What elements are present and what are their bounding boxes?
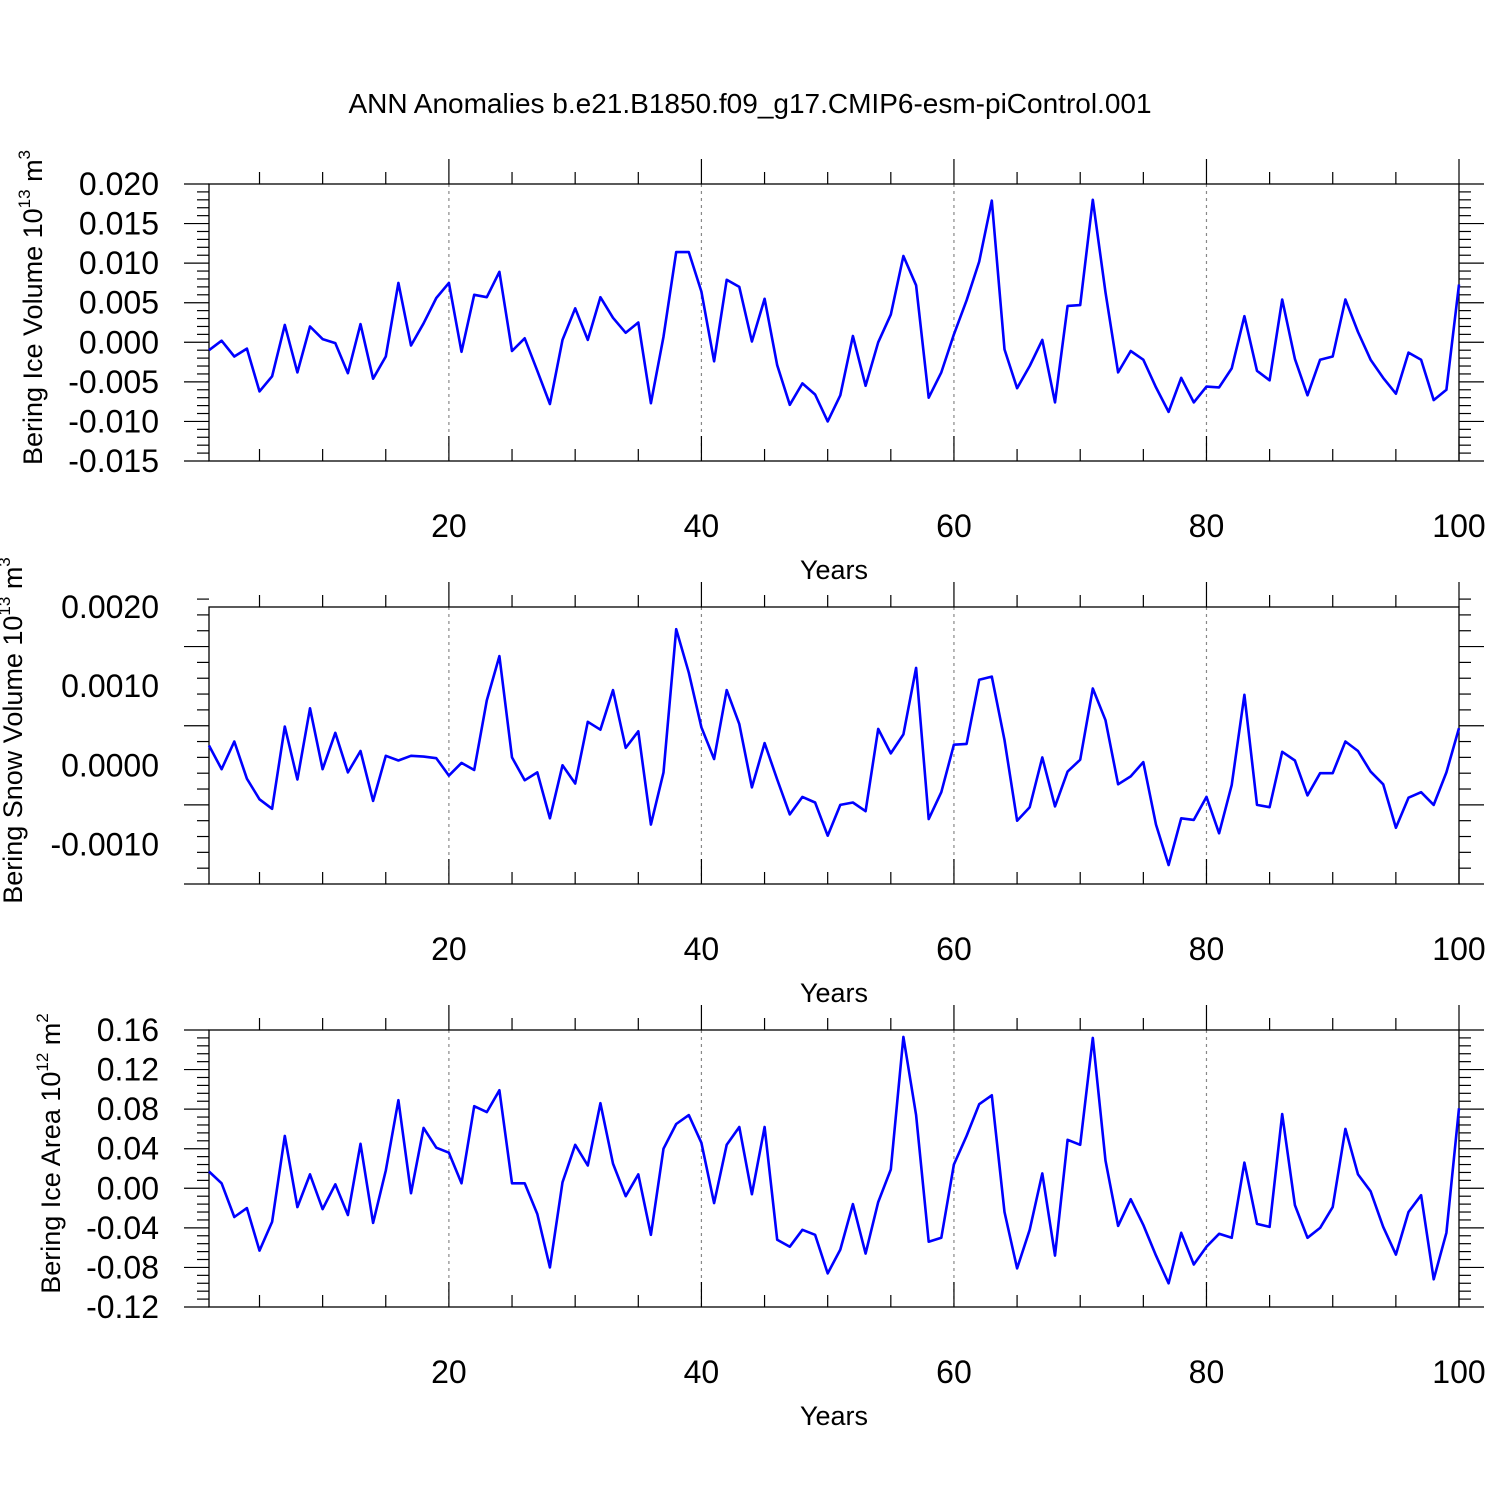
x-tick-label: 20 [431, 931, 467, 967]
y-tick-label: 0.08 [97, 1091, 159, 1127]
x-tick-label: 20 [431, 508, 467, 544]
series-line [207, 627, 1461, 867]
x-tick-label: 100 [1432, 508, 1485, 544]
y-tick-label: 0.000 [79, 324, 159, 360]
y-tick-label: 0.04 [97, 1131, 159, 1167]
x-axis-title: Years [800, 978, 868, 1008]
y-axis-title: Bering Ice Volume 1013 m3 [15, 150, 48, 465]
x-tick-label: 60 [936, 931, 972, 967]
x-tick-label: 80 [1189, 1354, 1225, 1390]
x-axis-title: Years [800, 555, 868, 585]
series-line [208, 1035, 1461, 1285]
y-tick-label: -0.015 [68, 443, 159, 479]
plot-frame [208, 1029, 1460, 1308]
y-tick-label: 0.00 [97, 1170, 159, 1206]
y-tick-label: 0.015 [79, 206, 159, 242]
y-tick-label: 0.0000 [61, 747, 159, 783]
panel-2: 20 40 60 80 100 -0.0010 0.0000 0.0010 0.0020 Year… [0, 557, 1486, 1008]
y-tick-label: -0.005 [68, 364, 159, 400]
y-axis-title: Bering Ice Area 1012 m2 [33, 1013, 66, 1294]
x-tick-label: 60 [936, 1354, 972, 1390]
panel-1: 20 40 60 80 100 -0.015 -0.010-0.005 0.0000.005 0… [15, 150, 1486, 585]
x-tick-label: 60 [936, 508, 972, 544]
y-tick-label: 0.005 [79, 285, 159, 321]
series-line [208, 198, 1461, 423]
y-tick-label: 0.0010 [61, 668, 159, 704]
x-axis-title: Years [800, 1401, 868, 1431]
x-tick-label: 100 [1432, 931, 1485, 967]
y-tick-label: 0.020 [79, 166, 159, 202]
y-tick-label: -0.04 [86, 1210, 159, 1246]
panel-3: 20 40 60 80 100-0.12-0.08-0.040.000.040.080.… [33, 1005, 1486, 1431]
y-tick-label: -0.010 [68, 403, 159, 439]
x-tick-label: 40 [684, 1354, 720, 1390]
x-tick-label: 20 [431, 1354, 467, 1390]
plot-frame [208, 183, 1460, 462]
y-tick-label: 0.16 [97, 1012, 159, 1048]
x-tick-label: 40 [684, 931, 720, 967]
plot-frame [208, 606, 1460, 885]
x-tick-label: 80 [1189, 931, 1225, 967]
chart-title: ANN Anomalies b.e21.B1850.f09_g17.CMIP6-… [348, 88, 1152, 119]
y-tick-label: -0.12 [86, 1289, 159, 1325]
y-tick-label: 0.0020 [61, 589, 159, 625]
y-tick-label: 0.12 [97, 1052, 159, 1088]
y-axis-title: Bering Snow Volume 1013 m3 [0, 557, 28, 904]
y-tick-label: 0.010 [79, 245, 159, 281]
y-tick-label: -0.08 [86, 1249, 159, 1285]
x-tick-label: 100 [1432, 1354, 1485, 1390]
x-tick-label: 80 [1189, 508, 1225, 544]
x-tick-label: 40 [684, 508, 720, 544]
y-tick-label: -0.0010 [50, 826, 159, 862]
